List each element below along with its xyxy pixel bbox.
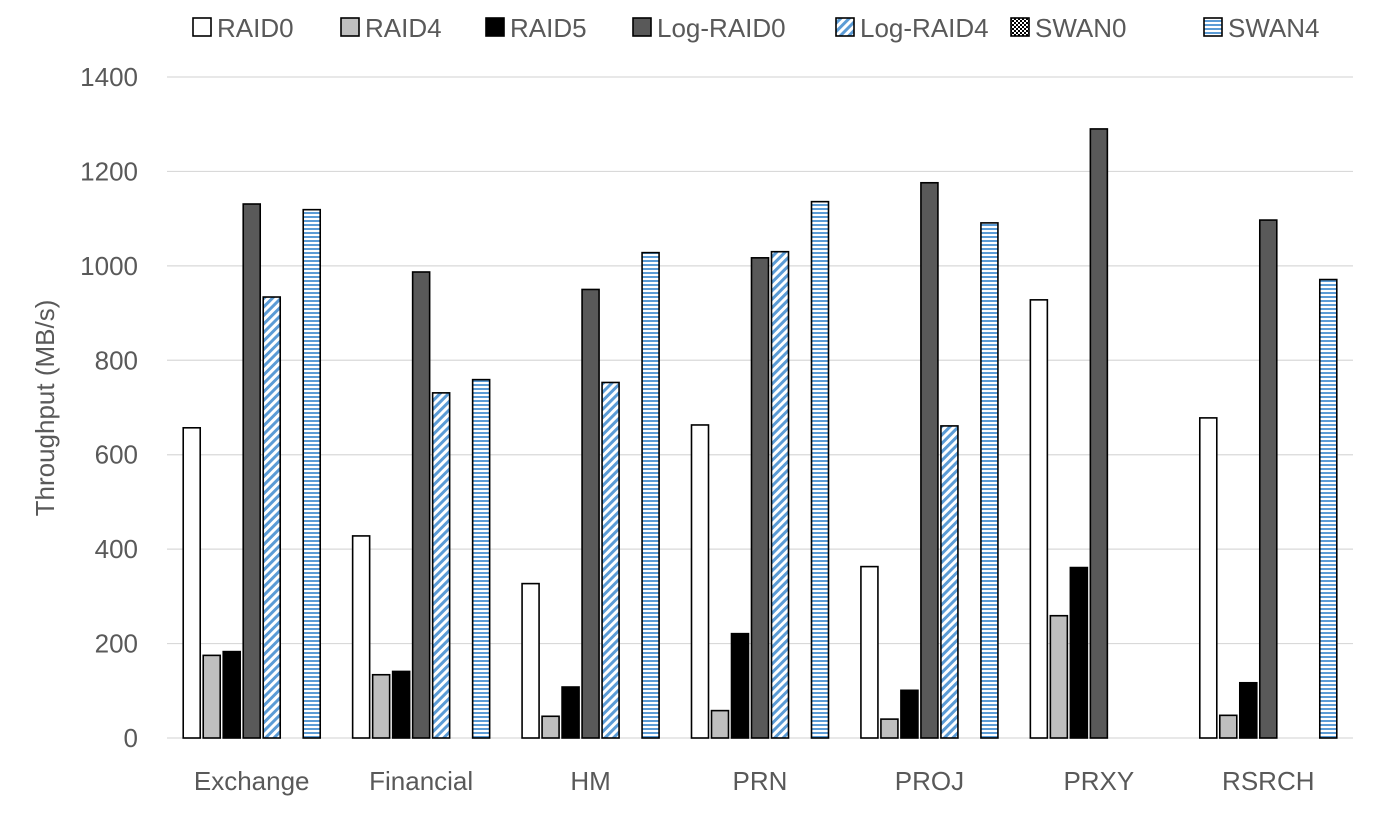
legend-swatch [340, 17, 360, 37]
y-axis-ticks: 0 200 400 600 800 1000 1200 1400 [80, 62, 138, 753]
bar-swan4-prn [810, 200, 830, 739]
legend-swatch [1203, 17, 1223, 37]
bar-raid4-exchange [202, 654, 222, 739]
bar-raid4-prn [710, 709, 730, 739]
bar-log-raid0-exchange [242, 203, 262, 739]
bar-raid5-rsrch [1238, 681, 1258, 739]
bar-log-raid4-exchange [262, 296, 282, 739]
bar-log-raid4-prn [770, 250, 790, 739]
x-tick-label: RSRCH [1222, 766, 1314, 796]
bar-raid4-proj [880, 718, 899, 739]
legend-label: Log-RAID4 [860, 13, 989, 43]
legend-swatch [485, 17, 505, 37]
bar-log-raid0-prxy [1089, 128, 1109, 739]
bar-swan4-exchange [302, 208, 322, 739]
bar-log-raid0-prn [750, 257, 770, 739]
bar-raid4-rsrch [1218, 714, 1238, 739]
bar-raid4-financial [371, 673, 391, 739]
bar-log-raid4-financial [431, 392, 451, 739]
x-tick-label: Financial [369, 766, 473, 796]
bar-raid0-hm [521, 582, 540, 739]
bar-raid0-rsrch [1198, 417, 1218, 739]
y-tick-label: 600 [95, 440, 138, 470]
bar-log-raid4-proj [940, 425, 959, 739]
bar-swan4-hm [641, 251, 660, 739]
bar-raid0-prxy [1029, 299, 1049, 739]
bar-swan4-financial [471, 378, 491, 739]
x-axis-ticks: Exchange Financial HM PRN PROJ PRXY RSRCH [194, 766, 1315, 796]
bar-raid0-financial [351, 535, 371, 739]
y-tick-label: 400 [95, 534, 138, 564]
legend-label: SWAN0 [1035, 13, 1127, 43]
bar-raid5-financial [391, 670, 411, 739]
x-tick-label: HM [570, 766, 610, 796]
legend-item-log-raid4: Log-RAID4 [835, 13, 989, 43]
legend: RAID0 RAID4 RAID5 Log-RAID0 Log-RAID4 SWAN0 SW… [192, 13, 1320, 43]
bar-raid5-hm [561, 686, 580, 739]
bar-raid5-prxy [1069, 566, 1089, 739]
bar-raid4-hm [541, 715, 560, 739]
y-tick-label: 800 [95, 345, 138, 375]
y-axis-title: Throughput (MB/s) [30, 300, 60, 517]
bar-log-raid0-proj [920, 181, 939, 739]
legend-item-raid5: RAID5 [485, 13, 587, 43]
bars [182, 128, 1338, 739]
bar-raid4-prxy [1049, 614, 1069, 739]
x-tick-label: PRXY [1063, 766, 1134, 796]
legend-swatch [1010, 17, 1030, 37]
legend-label: RAID4 [365, 13, 442, 43]
legend-label: Log-RAID0 [657, 13, 786, 43]
legend-swatch [192, 17, 212, 37]
bar-raid5-prn [730, 632, 750, 739]
bar-raid5-proj [900, 689, 919, 739]
legend-item-raid0: RAID0 [192, 13, 294, 43]
legend-item-swan4: SWAN4 [1203, 13, 1320, 43]
legend-swatch [632, 17, 652, 37]
bar-log-raid0-hm [581, 288, 600, 739]
bar-swan4-proj [980, 222, 999, 739]
legend-item-raid4: RAID4 [340, 13, 442, 43]
y-tick-label: 200 [95, 629, 138, 659]
bar-swan4-rsrch [1318, 278, 1338, 739]
bar-log-raid0-financial [411, 271, 431, 739]
y-tick-label: 1000 [80, 251, 138, 281]
x-tick-label: Exchange [194, 766, 310, 796]
legend-label: RAID5 [510, 13, 587, 43]
bar-raid0-prn [690, 424, 710, 739]
y-tick-label: 0 [124, 723, 138, 753]
bar-log-raid4-hm [601, 381, 620, 739]
y-tick-label: 1400 [80, 62, 138, 92]
y-tick-label: 1200 [80, 156, 138, 186]
x-tick-label: PRN [733, 766, 788, 796]
bar-raid5-exchange [222, 650, 242, 739]
bar-raid0-proj [860, 565, 879, 739]
legend-item-swan0: SWAN0 [1010, 13, 1127, 43]
bar-raid0-exchange [182, 427, 202, 739]
legend-label: RAID0 [217, 13, 294, 43]
legend-label: SWAN4 [1228, 13, 1320, 43]
x-tick-label: PROJ [895, 766, 964, 796]
legend-item-log-raid0: Log-RAID0 [632, 13, 786, 43]
bar-log-raid0-rsrch [1258, 219, 1278, 739]
legend-swatch [835, 17, 855, 37]
